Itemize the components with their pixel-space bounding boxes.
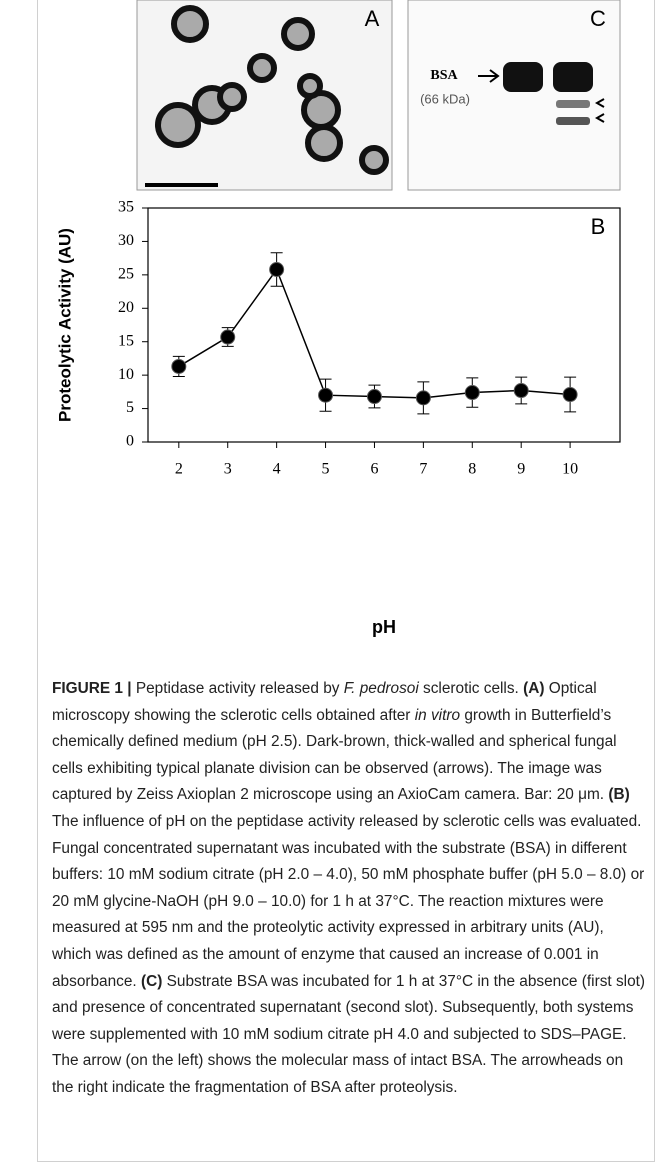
- gel: [407, 0, 621, 191]
- caption-italic: in vitro: [414, 706, 461, 724]
- caption-text: The influence of pH on the peptidase act…: [52, 812, 645, 990]
- caption-text: Optical microscopy showing the sclerotic…: [52, 680, 597, 724]
- figure-frame: [37, 0, 655, 1162]
- x-tick-label: 10: [562, 461, 578, 478]
- caption-panel-ref: (A): [523, 680, 545, 697]
- gel-band: [556, 100, 590, 108]
- y-tick-label: 30: [118, 232, 134, 249]
- band-mass: (66 kDa): [420, 91, 470, 106]
- arrow: [478, 69, 500, 83]
- y-tick-label: 15: [118, 332, 134, 349]
- arrowheads: [594, 98, 605, 123]
- data-point: [562, 387, 578, 403]
- caption-text: Peptidase activity released by: [131, 680, 344, 697]
- caption-panel-ref: (C): [141, 972, 163, 990]
- data-line: [178, 267, 571, 399]
- data-point: [366, 389, 382, 405]
- caption-figure-label: FIGURE 1 |: [52, 680, 132, 697]
- x-tick-label: 7: [419, 461, 427, 478]
- data-point: [318, 387, 334, 403]
- data-point: [171, 358, 187, 374]
- plot-frame: [147, 207, 621, 443]
- data-point: [464, 385, 480, 401]
- y-tick-label: 10: [118, 366, 134, 383]
- x-tick-label: 2: [175, 461, 183, 478]
- data-point: [220, 329, 236, 345]
- caption-text: growth in Butterfield’s chemically defin…: [52, 706, 617, 804]
- band-label: BSA: [430, 68, 458, 83]
- panel-label: C: [590, 6, 606, 31]
- y-axis-label: Proteolytic Activity (AU): [55, 228, 74, 422]
- y-tick-label: 5: [126, 399, 134, 416]
- caption-species: F. pedrosoi: [343, 680, 419, 697]
- panel-label: A: [365, 6, 380, 31]
- data-point: [513, 383, 529, 399]
- gel-band: [553, 62, 593, 92]
- cells: [155, 5, 389, 175]
- x-tick-label: 9: [517, 461, 525, 478]
- y-tick-label: 20: [118, 299, 134, 316]
- y-tick-label: 35: [118, 199, 134, 216]
- data-point: [269, 262, 285, 278]
- y-tick-label: 0: [126, 433, 134, 450]
- x-tick-label: 5: [322, 461, 330, 478]
- x-tick-label: 3: [224, 461, 232, 478]
- panel-label: B: [591, 214, 606, 239]
- caption-text: Substrate BSA was incubated for 1 h at 3…: [52, 972, 646, 1096]
- x-axis-label: pH: [372, 617, 396, 637]
- x-tick-label: 8: [468, 461, 476, 478]
- x-tick-label: 4: [273, 461, 281, 478]
- caption-panel-ref: (B): [608, 786, 630, 804]
- gel-band: [503, 62, 543, 92]
- caption-text: sclerotic cells.: [418, 680, 524, 697]
- gel-band: [556, 117, 590, 125]
- figure: A BSA (66 kDa) C B pH Proteolytic Activi…: [55, 0, 621, 637]
- caption: FIGURE 1 | Peptidase activity released b…: [52, 676, 647, 1102]
- x-tick-label: 6: [370, 461, 378, 478]
- data-point: [415, 390, 431, 406]
- y-tick-label: 25: [118, 266, 134, 283]
